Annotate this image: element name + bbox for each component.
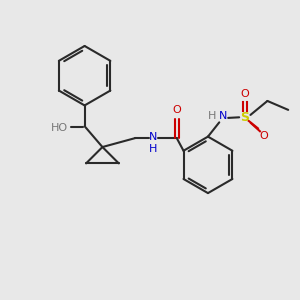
Text: O: O <box>172 106 181 116</box>
Text: HO: HO <box>51 123 68 133</box>
Text: H: H <box>208 111 217 122</box>
Text: H: H <box>149 144 157 154</box>
Text: O: O <box>259 131 268 141</box>
Text: O: O <box>241 88 250 98</box>
Text: N: N <box>149 132 157 142</box>
Text: N: N <box>219 111 227 122</box>
Text: S: S <box>241 111 250 124</box>
